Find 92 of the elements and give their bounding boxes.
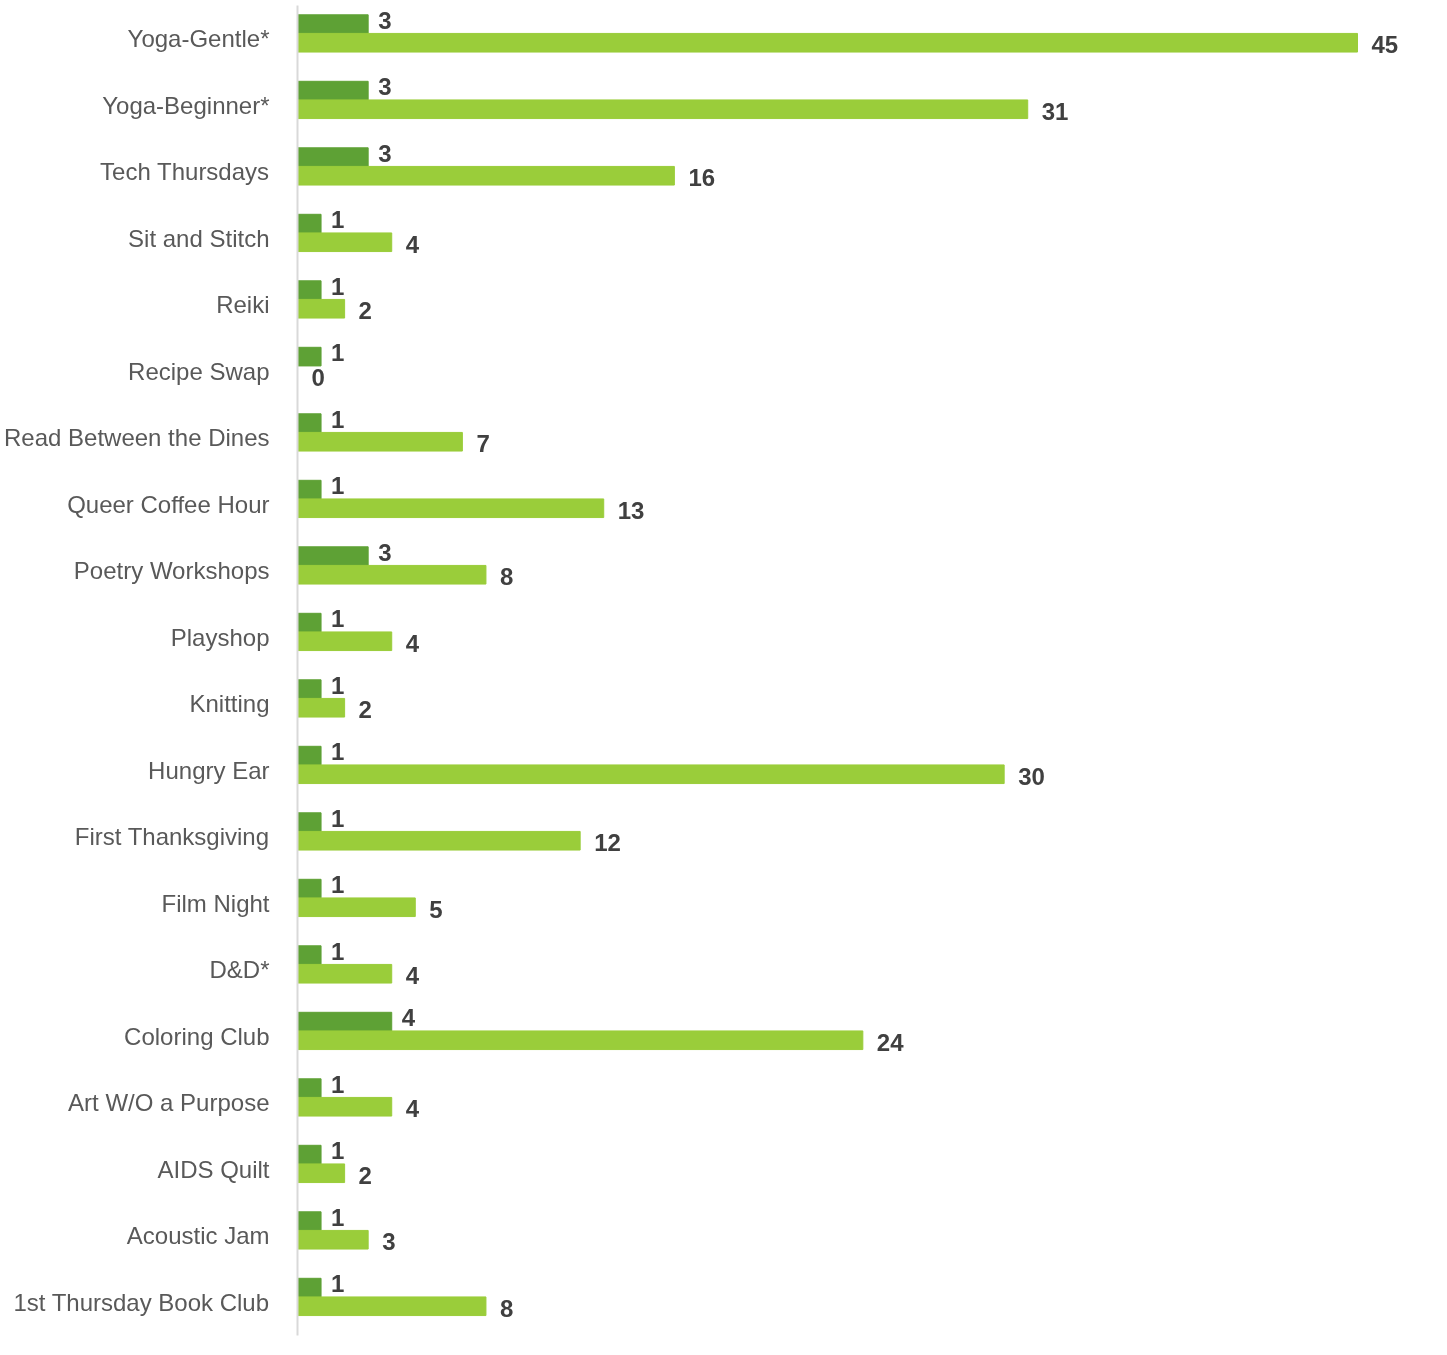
y-tick-label: Art W/O a Purpose: [68, 1089, 270, 1117]
bar: [297, 1078, 322, 1098]
data-label: 1: [331, 1137, 345, 1165]
data-label: 1: [331, 472, 345, 500]
data-label: 24: [876, 1028, 905, 1056]
bar: [297, 963, 393, 984]
bar: [297, 32, 1358, 53]
bar: [297, 697, 346, 718]
data-label: 1: [331, 605, 345, 633]
data-label: 1: [331, 738, 345, 766]
bar: [297, 546, 369, 566]
y-tick-label: AIDS Quilt: [157, 1155, 270, 1183]
bar: [297, 830, 581, 851]
bar: [297, 346, 322, 367]
data-label: 31: [1041, 97, 1069, 125]
bar: [297, 1096, 393, 1117]
data-label: 1: [331, 405, 345, 433]
data-label: 4: [401, 1004, 416, 1032]
bar: [297, 14, 369, 34]
data-label: 3: [382, 1228, 396, 1256]
data-label: 8: [499, 1294, 514, 1322]
data-label: 3: [378, 73, 392, 101]
y-tick-label: 1st Thursday Book Club: [13, 1288, 270, 1316]
bar: [297, 280, 322, 300]
y-tick-label: Reiki: [216, 291, 270, 319]
y-tick-label: First Thanksgiving: [74, 823, 270, 851]
bar: [297, 298, 346, 319]
y-tick-label: Recipe Swap: [128, 357, 270, 385]
data-label: 4: [405, 629, 420, 657]
data-label: 3: [378, 538, 392, 566]
data-label: 12: [594, 829, 621, 857]
y-tick-label: Tech Thursdays: [100, 158, 270, 186]
data-label: 16: [688, 164, 716, 192]
bar: [297, 564, 487, 585]
data-label: 1: [331, 937, 345, 965]
data-label: 30: [1018, 762, 1045, 790]
data-label: 0: [311, 363, 325, 391]
data-label: 8: [499, 563, 514, 591]
data-label: 4: [405, 230, 420, 258]
bar: [297, 679, 322, 699]
y-tick-label: Playshop: [170, 623, 270, 651]
data-label: 3: [378, 139, 392, 167]
bar: [297, 945, 322, 965]
data-label: 2: [358, 696, 372, 724]
data-label: 45: [1371, 31, 1399, 59]
y-tick-label: Acoustic Jam: [126, 1222, 270, 1250]
bar: [297, 812, 322, 832]
y-tick-label: Yoga-Gentle*: [127, 25, 270, 53]
bar: [297, 99, 1029, 120]
data-label: 1: [331, 339, 345, 367]
data-label: 2: [358, 297, 372, 325]
bar: [297, 764, 1005, 785]
data-label: 7: [476, 430, 490, 458]
data-label: 3: [378, 6, 392, 34]
data-label: 1: [331, 272, 345, 300]
data-label: 13: [617, 496, 645, 524]
y-tick-label: Yoga-Beginner*: [102, 91, 270, 119]
bar: [297, 80, 369, 101]
y-tick-label: Coloring Club: [124, 1022, 270, 1050]
data-label: 1: [331, 871, 345, 899]
y-tick-label: Film Night: [161, 889, 270, 917]
y-tick-label: Hungry Ear: [148, 756, 270, 784]
y-tick-label: Sit and Stitch: [128, 224, 270, 252]
y-tick-label: Poetry Workshops: [73, 557, 270, 585]
y-tick-label: Knitting: [189, 690, 270, 718]
data-label: 1: [331, 206, 345, 234]
data-label: 1: [331, 1203, 345, 1231]
bar: [297, 1030, 864, 1051]
y-tick-label: D&D*: [209, 956, 270, 984]
bar: [297, 147, 369, 167]
data-label: 5: [429, 895, 443, 923]
bar: [297, 1163, 346, 1184]
data-label: 1: [331, 804, 345, 832]
data-label: 1: [331, 1070, 345, 1098]
bar: [297, 631, 393, 652]
bar: [297, 165, 675, 186]
y-tick-label: Read Between the Dines: [4, 424, 270, 452]
bar: [297, 1211, 322, 1231]
bar: [297, 1296, 487, 1317]
data-label: 1: [331, 1270, 345, 1298]
bar: [297, 897, 416, 918]
y-tick-label: Queer Coffee Hour: [67, 490, 270, 518]
data-label: 4: [405, 1095, 420, 1123]
bar: [297, 413, 322, 433]
bar: [297, 1011, 393, 1032]
data-label: 2: [358, 1161, 372, 1189]
data-label: 4: [405, 962, 420, 990]
bar: [297, 498, 605, 519]
bar: [297, 431, 463, 452]
bar: [297, 232, 393, 253]
bar: [297, 1229, 369, 1250]
data-label: 1: [331, 671, 345, 699]
